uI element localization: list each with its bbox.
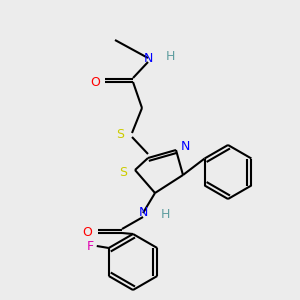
Text: N: N: [180, 140, 190, 154]
Text: H: H: [160, 208, 170, 220]
Text: O: O: [82, 226, 92, 239]
Text: S: S: [119, 167, 127, 179]
Text: N: N: [143, 52, 153, 64]
Text: F: F: [87, 239, 94, 253]
Text: O: O: [90, 76, 100, 88]
Text: N: N: [138, 206, 148, 220]
Text: S: S: [116, 128, 124, 142]
Text: H: H: [165, 50, 175, 64]
